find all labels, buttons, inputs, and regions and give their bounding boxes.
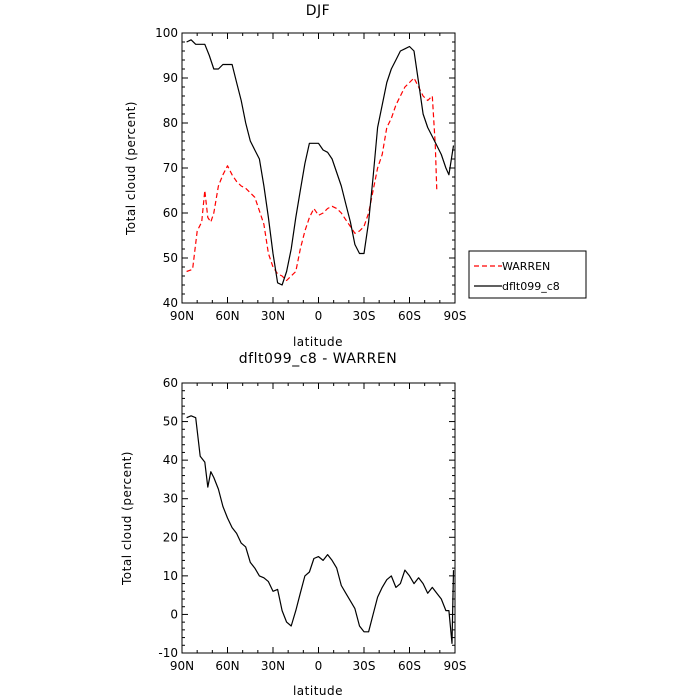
chart-bottom-ytick-label: -10	[158, 646, 178, 660]
chart-top-ytick-label: 40	[163, 296, 178, 310]
chart-top-title: DJF	[306, 3, 330, 19]
chart-top-ticks: 90N 60N 30N 0 30S 60S 90S 40 50 60 70 80 90 100	[155, 26, 466, 323]
chart-bottom-xtick-label: 30N	[261, 659, 285, 673]
chart-top-legend: WARREN dflt099_c8	[468, 250, 587, 299]
chart-bottom-xtick-label: 60N	[215, 659, 239, 673]
chart-top-series-line-warren	[186, 77, 438, 282]
chart-bottom-ytick-label: 50	[163, 415, 178, 429]
chart-top-ytick-label: 70	[163, 161, 178, 175]
chart-bottom-title: dflt099_c8 - WARREN	[239, 351, 397, 367]
chart-bottom-series-line-difference	[186, 415, 455, 645]
chart-top-xlabel: latitude	[293, 335, 343, 349]
chart-bottom-ytick-label: 20	[163, 530, 178, 544]
chart-bottom-xlabel: latitude	[293, 684, 343, 698]
chart-bottom: dflt099_c8 - WARREN 90N 60N 30N 0 30S 60S 90S -…	[120, 351, 466, 698]
chart-bottom-ytick-label: 30	[163, 492, 178, 506]
chart-bottom-plot-frame	[181, 382, 456, 654]
legend-label-dflt099-c8: dflt099_c8	[502, 280, 560, 293]
chart-top-ytick-label: 90	[163, 71, 178, 85]
chart-top-series-line-dflt099-c8	[186, 39, 455, 286]
chart-bottom-ytick-label: 10	[163, 569, 178, 583]
chart-top-xtick-label: 60S	[398, 309, 421, 323]
chart-bottom-ytick-label: 40	[163, 453, 178, 467]
chart-bottom-xtick-label: 60S	[398, 659, 421, 673]
chart-top-ytick-label: 60	[163, 206, 178, 220]
chart-top-xtick-label: 90N	[170, 309, 194, 323]
chart-bottom-xtick-label: 0	[315, 659, 323, 673]
chart-top-xtick-label: 0	[315, 309, 323, 323]
legend-label-warren: WARREN	[502, 260, 550, 273]
chart-top-xtick-label: 60N	[215, 309, 239, 323]
chart-top-xtick-label: 90S	[444, 309, 467, 323]
chart-top-ylabel: Total cloud (percent)	[124, 101, 138, 236]
chart-top-plot-frame	[181, 32, 456, 304]
chart-top-xtick-label: 30S	[353, 309, 376, 323]
chart-bottom-xtick-label: 90N	[170, 659, 194, 673]
chart-top-xtick-label: 30N	[261, 309, 285, 323]
chart-bottom-ticks: 90N 60N 30N 0 30S 60S 90S -10 0 10 20 30 40 50 60	[158, 376, 466, 673]
chart-bottom-ytick-label: 0	[170, 607, 178, 621]
chart-top-ytick-label: 100	[155, 26, 178, 40]
chart-top-ytick-label: 50	[163, 251, 178, 265]
chart-bottom-ytick-label: 60	[163, 376, 178, 390]
chart-top: DJF 90N 60N 30N 0 30S 60S 90S 40 50 60 70 80 90 100 T…	[124, 3, 587, 349]
chart-bottom-ylabel: Total cloud (percent)	[120, 451, 134, 586]
chart-bottom-xtick-label: 30S	[353, 659, 376, 673]
chart-bottom-series-group	[186, 415, 455, 645]
chart-top-series-group	[186, 39, 455, 286]
chart-bottom-xtick-label: 90S	[444, 659, 467, 673]
chart-top-ytick-label: 80	[163, 116, 178, 130]
legend-frame	[468, 250, 587, 299]
